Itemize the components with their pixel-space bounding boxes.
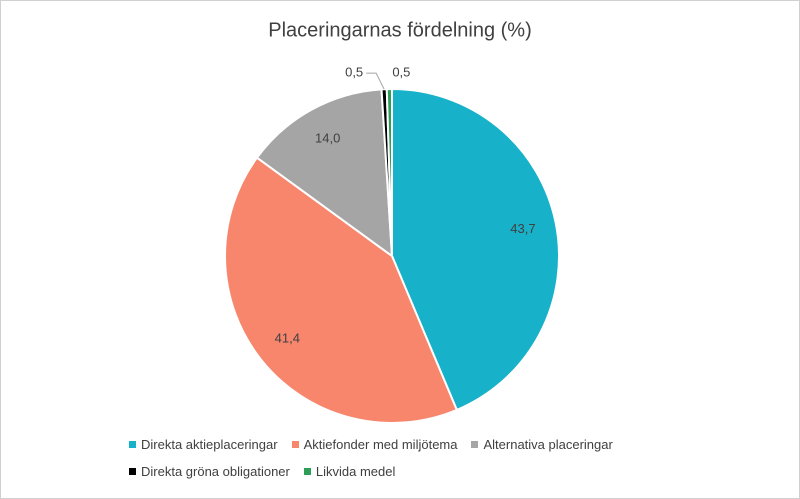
legend-label: Direkta aktieplaceringar: [141, 437, 278, 452]
data-label: 0,5: [392, 64, 410, 79]
data-label: 41,4: [275, 330, 300, 345]
data-label: 0,5: [345, 65, 363, 80]
pie-slice: [255, 88, 394, 259]
legend-swatch: [291, 441, 299, 448]
leader-line: [366, 72, 385, 90]
data-label: 43,7: [510, 221, 535, 236]
legend-item: Likvida medel: [303, 464, 396, 479]
legend-swatch: [129, 441, 136, 448]
legend-item: Direkta aktieplaceringar: [129, 437, 278, 452]
legend-label: Likvida medel: [315, 464, 396, 479]
legend-swatch: [129, 468, 136, 475]
legend-swatch: [303, 468, 311, 475]
legend-label: Direkta gröna obligationer: [141, 464, 290, 479]
chart-title: Placeringarnas fördelning (%): [268, 19, 531, 41]
pie-slice: [391, 87, 560, 412]
legend-label: Alternativa placeringar: [483, 437, 613, 452]
legend: Direkta aktieplaceringar Aktiefonder med …: [129, 437, 689, 479]
legend-item: Direkta gröna obligationer: [129, 464, 290, 479]
data-label: 14,0: [315, 130, 340, 145]
pie-slice: [385, 87, 393, 257]
legend-item: Alternativa placeringar: [471, 437, 613, 452]
legend-label: Aktiefonder med miljötema: [303, 437, 458, 452]
legend-swatch: [471, 441, 479, 448]
legend-item: Aktiefonder med miljötema: [291, 437, 458, 452]
pie-slice: [224, 156, 459, 424]
